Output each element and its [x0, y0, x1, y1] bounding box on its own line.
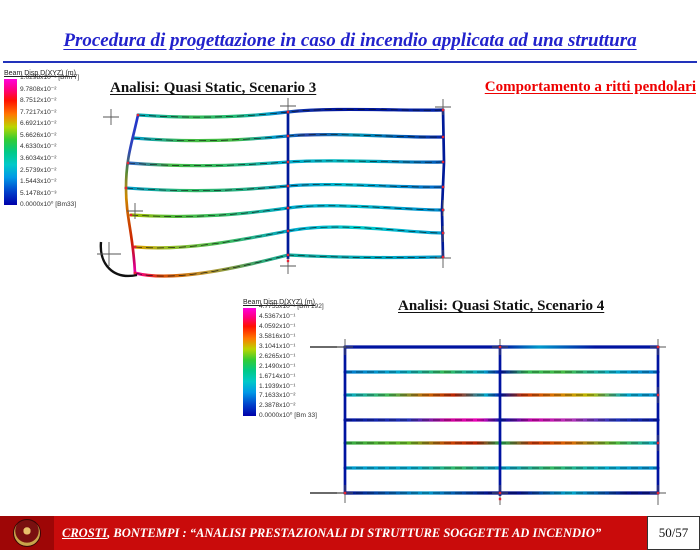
node-markers [343, 345, 660, 501]
colorbar [4, 79, 17, 205]
page-number: 50/57 [647, 516, 700, 550]
legend-value: 4.7755x10⁻¹ [Bm 192] [259, 303, 324, 310]
colorbar [243, 308, 256, 416]
legend-value: 5.1478x10⁻³ [20, 189, 57, 197]
legend-values: 4.7755x10⁻¹ [Bm 192] 4.5367x10⁻¹ 4.0592x10… [259, 303, 324, 420]
legend-value: 7.1633x10⁻² [259, 392, 296, 400]
beams [124, 107, 445, 278]
fem-plot-scenario-3 [97, 98, 451, 278]
footer-author: CROSTI [62, 525, 108, 540]
legend-value: 2.5739x10⁻² [20, 166, 57, 174]
footer-citation-rest: , BONTEMPI : “ANALISI PRESTAZIONALI DI S… [107, 525, 602, 540]
legend-value: 1.0298x10⁻¹ [Bm77] [20, 74, 80, 81]
beam-axes [125, 109, 444, 277]
legend-title: Beam Disp D(XYZ) (m) [4, 70, 76, 77]
legend-value: 3.6034x10⁻² [20, 155, 57, 163]
support-cross-markers [337, 339, 666, 505]
legend-value: 1.5443x10⁻² [20, 178, 57, 186]
heading-behavior-note: Comportamento a ritti pendolari [484, 79, 696, 95]
legend-value: 1.1939x10⁻¹ [259, 382, 296, 390]
colorbar-legend-scenario3: Beam Disp D(XYZ) (m) 1.0298x10⁻¹ [Bm77] 9… [4, 70, 79, 209]
legend-value: 2.6265x10⁻¹ [259, 352, 296, 360]
slide-title: Procedura di progettazione in caso di in… [63, 30, 637, 51]
footer-citation: CROSTI, BONTEMPI : “ANALISI PRESTAZIONAL… [62, 516, 601, 550]
legend-value: 2.1490x10⁻¹ [259, 362, 296, 370]
beam-axes [345, 371, 658, 494]
footer-bar: CROSTI, BONTEMPI : “ANALISI PRESTAZIONAL… [0, 516, 700, 550]
legend-value: 6.6921x10⁻² [20, 120, 57, 128]
deformed-support-curve [99, 241, 138, 278]
legend-value: 3.5816x10⁻¹ [259, 332, 296, 340]
legend-value: 2.3878x10⁻² [259, 402, 296, 410]
colorbar-legend-scenario4: Beam Disp D(XYZ) (m) 4.7755x10⁻¹ [Bm 192… [243, 299, 324, 420]
legend-value: 7.7217x10⁻² [20, 108, 57, 116]
legend-value: 3.1041x10⁻¹ [259, 342, 296, 350]
legend-title: Beam Disp D(XYZ) (m) [243, 299, 315, 306]
fem-plot-scenario-4 [310, 339, 666, 505]
legend-value: 4.5367x10⁻¹ [259, 312, 296, 320]
logo-box [0, 516, 54, 550]
legend-value: 5.6626x10⁻² [20, 131, 57, 139]
heading-scenario-3: Analisi: Quasi Static, Scenario 3 [110, 80, 317, 96]
legend-value: 9.7808x10⁻² [20, 85, 57, 93]
legend-value: 4.6330x10⁻² [20, 143, 57, 151]
legend-values: 1.0298x10⁻¹ [Bm77] 9.7808x10⁻² 8.7512x10⁻²… [20, 74, 80, 209]
legend-value: 8.7512x10⁻² [20, 97, 57, 105]
support-lines [310, 346, 345, 494]
heading-scenario-4: Analisi: Quasi Static, Scenario 4 [398, 298, 605, 314]
columns [343, 345, 660, 496]
legend-value: 1.6714x10⁻¹ [259, 372, 296, 380]
legend-value: 0.0000x10⁰ [Bm 33] [259, 412, 317, 420]
legend-value: 4.0592x10⁻¹ [259, 322, 296, 330]
legend-value: 0.0000x10⁰ [Bm33] [20, 201, 77, 209]
title-divider [3, 61, 697, 63]
node-markers [124, 108, 445, 275]
university-logo-icon [13, 519, 41, 547]
